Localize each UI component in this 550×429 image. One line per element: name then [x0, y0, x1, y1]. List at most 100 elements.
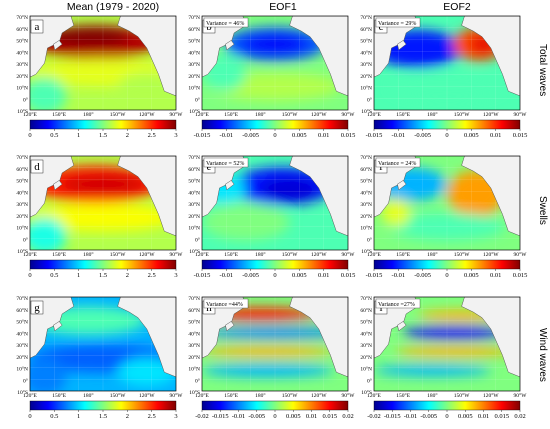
- colorbar-tick-label: 3: [174, 413, 177, 420]
- lon-tick-label: 90°W: [170, 111, 184, 118]
- lat-tick-label: 50°N: [188, 38, 200, 45]
- colorbar-tick-label: 0: [445, 132, 448, 139]
- lon-tick-label: 120°W: [311, 251, 327, 258]
- lon-tick-label: 150°W: [454, 251, 470, 258]
- colorbar-tick-label: 0.005: [286, 413, 301, 420]
- lat-tick-label: 0°: [195, 236, 200, 243]
- field-blob-3: [202, 363, 334, 377]
- field-blob-3: [374, 364, 491, 376]
- colorbar-tick-label: 0.015: [341, 132, 356, 139]
- field-a: [30, 16, 176, 110]
- lon-tick-label: 120°E: [23, 251, 37, 258]
- colorbar-tick-label: -0.015: [366, 132, 383, 139]
- colorbar-tick-label: 1.5: [99, 272, 107, 279]
- colorbar-tick-label: 0.015: [494, 413, 509, 420]
- lat-tick-label: 0°: [367, 377, 372, 384]
- map-frame: [29, 15, 177, 111]
- colorbar-c: [373, 119, 521, 130]
- colorbar-tick-label: -0.015: [212, 413, 229, 420]
- map-panel-d: d 70°N 60°N 50°N 40°N 30°N 20°N 10°N 0° 10°S120°E…: [16, 154, 183, 279]
- colorbar-tick-label: -0.01: [392, 132, 406, 139]
- field-e: [202, 156, 348, 250]
- lon-tick-label: 90°W: [342, 251, 356, 258]
- colorbar-tick-label: -0.005: [248, 413, 265, 420]
- colorbar-tick-label: 0: [273, 272, 276, 279]
- field-f: [374, 156, 520, 250]
- field-blob-2: [395, 345, 513, 358]
- variance-box: [375, 17, 421, 28]
- lat-tick-label: 30°N: [16, 342, 28, 349]
- lon-tick-label: 180°: [427, 392, 437, 399]
- lat-tick-label: 50°N: [16, 319, 28, 326]
- colorbar-tick-label: 3: [174, 132, 177, 139]
- lat-tick-label: 10°N: [188, 85, 200, 92]
- colorbar-tick-label: 0.005: [464, 272, 479, 279]
- colorbar-tick-label: 2.5: [148, 132, 156, 139]
- colorbar-tick-label: 2.5: [148, 413, 156, 420]
- japan-land: [53, 180, 63, 191]
- colorbar-tick-label: 0.5: [50, 272, 58, 279]
- variance-label: Variance = 24%: [378, 161, 416, 167]
- lon-tick-label: 90°W: [342, 392, 356, 399]
- lon-tick-label: 120°E: [195, 392, 209, 399]
- field-blob-1: [202, 327, 348, 339]
- field-blob-4: [30, 77, 67, 110]
- panel-letter: a: [35, 21, 40, 33]
- lat-tick-label: 40°N: [360, 49, 372, 56]
- lat-tick-label: 10°S: [361, 108, 372, 115]
- field-i: [374, 297, 520, 391]
- lon-tick-label: 120°E: [367, 251, 381, 258]
- lon-tick-label: 90°W: [170, 251, 184, 258]
- lon-tick-label: 120°W: [483, 392, 499, 399]
- lat-tick-label: 40°N: [360, 189, 372, 196]
- colorbar-tick-label: -0.005: [420, 413, 437, 420]
- field-blob-2: [30, 358, 67, 391]
- lat-tick-label: 50°N: [360, 38, 372, 45]
- lon-tick-label: 180°: [255, 251, 265, 258]
- colorbar-h: [201, 400, 349, 411]
- lat-tick-label: 0°: [23, 96, 28, 103]
- map-frame: [29, 155, 177, 251]
- lon-tick-label: 150°E: [224, 251, 238, 258]
- japan-land: [225, 180, 235, 191]
- map-panel-h: hVariance =44%70°N60°N50°N40°N30°N20°N10…: [188, 295, 355, 420]
- lat-tick-label: 50°N: [188, 319, 200, 326]
- lat-tick-label: 20°N: [188, 73, 200, 80]
- colorbar-tick-label: 2: [126, 132, 129, 139]
- colorbar-tick-label: -0.015: [366, 272, 383, 279]
- lon-tick-label: 180°: [83, 111, 93, 118]
- lon-tick-label: 90°W: [514, 392, 528, 399]
- lon-tick-label: 180°: [427, 111, 437, 118]
- colorbar-tick-label: 2.5: [148, 272, 156, 279]
- lat-tick-label: 60°N: [360, 26, 372, 33]
- map-frame: [373, 296, 521, 392]
- lon-tick-label: 150°W: [110, 392, 126, 399]
- lat-tick-label: 0°: [23, 377, 28, 384]
- colorbar-tick-label: 0.005: [292, 132, 307, 139]
- lon-tick-label: 180°: [255, 392, 265, 399]
- lat-tick-label: 30°N: [188, 201, 200, 208]
- colorbar-tick-label: -0.015: [194, 272, 211, 279]
- colorbar-tick-label: -0.01: [404, 413, 418, 420]
- lat-tick-label: 10°N: [360, 85, 372, 92]
- lat-tick-label: 60°N: [188, 166, 200, 173]
- lat-tick-label: 50°N: [188, 178, 200, 185]
- column-title-eof1: EOF1: [269, 1, 297, 13]
- lat-tick-label: 30°N: [16, 61, 28, 68]
- colorbar-tick-label: -0.005: [242, 132, 259, 139]
- lat-tick-label: 60°N: [16, 26, 28, 33]
- lon-tick-label: 150°E: [396, 392, 410, 399]
- map-panel-a: a 70°N 60°N 50°N 40°N 30°N 20°N 10°N 0° 10°S120°E…: [16, 14, 183, 139]
- lat-tick-label: 0°: [367, 236, 372, 243]
- colorbar-tick-label: 0.005: [292, 272, 307, 279]
- lat-tick-label: 70°N: [16, 295, 28, 302]
- japan-land: [53, 321, 63, 332]
- field-blob-2: [388, 212, 506, 241]
- map-panel-c: cVariance = 29%70°N60°N50°N40°N30°N20°N1…: [360, 14, 527, 139]
- lon-tick-label: 120°W: [139, 111, 155, 118]
- lat-tick-label: 70°N: [360, 295, 372, 302]
- field-blob-3: [30, 217, 67, 250]
- field-blob-1: [59, 174, 147, 194]
